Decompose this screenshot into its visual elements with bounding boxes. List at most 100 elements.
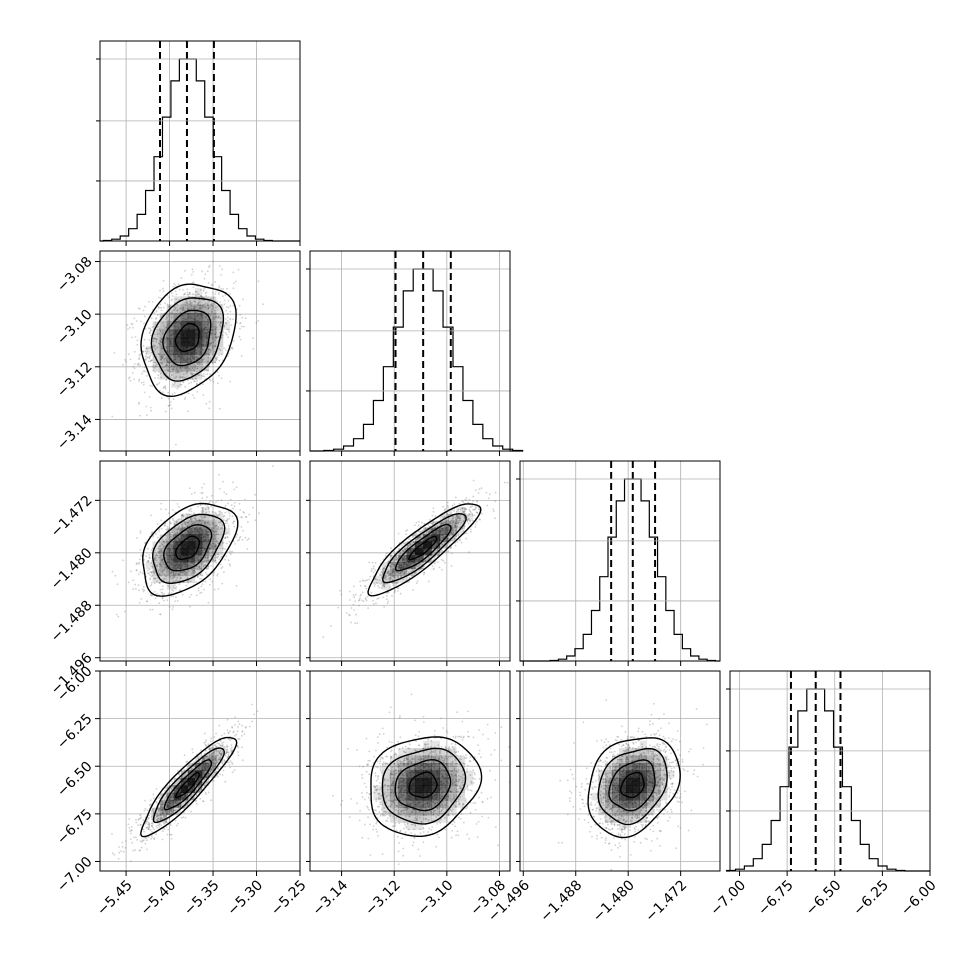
scatter-point <box>165 364 167 367</box>
scatter-point <box>160 358 162 361</box>
scatter-point <box>162 366 165 369</box>
scatter-point <box>254 519 257 522</box>
scatter-point <box>163 365 166 368</box>
scatter-point <box>223 491 226 494</box>
scatter-point <box>135 588 137 590</box>
scatter-point <box>197 576 199 578</box>
scatter-point <box>198 363 201 366</box>
scatter-point <box>207 369 209 372</box>
scatter-point <box>175 443 177 446</box>
density-cell <box>398 562 407 570</box>
scatter-point <box>352 594 355 597</box>
scatter-point <box>450 511 453 514</box>
density-cell <box>166 555 174 563</box>
scatter-point <box>180 376 182 378</box>
scatter-point <box>203 375 206 378</box>
scatter-point <box>136 343 139 346</box>
scatter-point <box>139 548 142 551</box>
scatter-point <box>431 565 434 567</box>
scatter-point <box>184 367 187 369</box>
scatter-point <box>254 493 257 496</box>
scatter-point <box>465 499 468 502</box>
scatter-point <box>201 358 204 361</box>
scatter-point <box>164 302 166 305</box>
scatter-point <box>243 325 245 328</box>
scatter-point <box>447 506 450 508</box>
histogram-2 <box>520 478 720 662</box>
scatter-point <box>225 333 228 336</box>
scatter-point <box>203 310 205 312</box>
density-cell <box>187 362 196 372</box>
scatter-point <box>178 371 181 374</box>
scatter-point <box>172 309 175 312</box>
scatter-point <box>183 301 186 304</box>
scatter-point <box>210 310 213 313</box>
scatter-point <box>216 316 219 319</box>
scatter-point <box>239 321 242 324</box>
scatter-point <box>158 342 161 344</box>
scatter-point <box>175 368 178 371</box>
scatter-point <box>174 284 177 287</box>
scatter-point <box>227 511 230 513</box>
scatter-point <box>214 361 217 364</box>
scatter-point <box>143 809 146 812</box>
scatter-point <box>157 374 160 377</box>
scatter-point <box>148 396 151 398</box>
scatter-point <box>364 585 366 587</box>
scatter-point <box>173 382 176 384</box>
scatter-point <box>182 373 185 375</box>
scatter-point <box>179 311 182 314</box>
scatter-point <box>148 357 151 360</box>
scatter-point <box>200 294 202 297</box>
scatter-point <box>167 361 169 363</box>
scatter-point <box>154 371 157 373</box>
scatter-point <box>137 403 140 405</box>
scatter-point <box>172 363 175 365</box>
scatter-point <box>144 305 147 308</box>
scatter-point <box>148 356 150 358</box>
scatter-point <box>124 610 126 613</box>
scatter-point <box>212 346 214 349</box>
scatter-point <box>365 587 368 590</box>
scatter-point <box>366 595 369 598</box>
scatter-point <box>218 354 221 357</box>
scatter-point <box>185 302 188 305</box>
scatter-point <box>207 601 210 604</box>
density-cell <box>166 371 174 380</box>
scatter-point <box>194 377 197 380</box>
scatter-point <box>191 373 194 376</box>
scatter-point <box>214 315 217 318</box>
contour-1-0-2 <box>150 297 225 382</box>
scatter-point <box>171 393 174 396</box>
scatter-point <box>194 364 197 367</box>
scatter-point <box>205 739 208 742</box>
scatter-point <box>162 279 165 282</box>
scatter-point <box>239 338 242 341</box>
scatter-point <box>175 293 178 296</box>
scatter-point <box>226 542 228 545</box>
scatter-point <box>227 502 230 505</box>
scatter-point <box>187 293 190 296</box>
scatter-point <box>143 391 146 394</box>
scatter-point <box>383 606 385 608</box>
scatter-point <box>222 288 225 290</box>
scatter-point <box>205 511 208 514</box>
scatter-point <box>165 364 168 367</box>
scatter-point <box>117 857 120 860</box>
density-cell <box>209 346 217 355</box>
scatter-point <box>352 603 355 606</box>
scatter-point <box>191 293 194 296</box>
scatter-point <box>205 402 208 405</box>
scatter-point <box>359 597 361 600</box>
scatter-point <box>178 307 181 310</box>
scatter-point <box>205 352 208 355</box>
scatter-point <box>227 355 229 357</box>
scatter-point <box>197 308 200 311</box>
scatter-point <box>210 304 213 307</box>
density-cell <box>173 548 181 556</box>
scatter-point <box>160 347 163 350</box>
scatter-point <box>180 307 183 309</box>
scatter-point <box>188 596 191 599</box>
scatter-point <box>217 321 220 324</box>
scatter-point <box>173 283 176 285</box>
